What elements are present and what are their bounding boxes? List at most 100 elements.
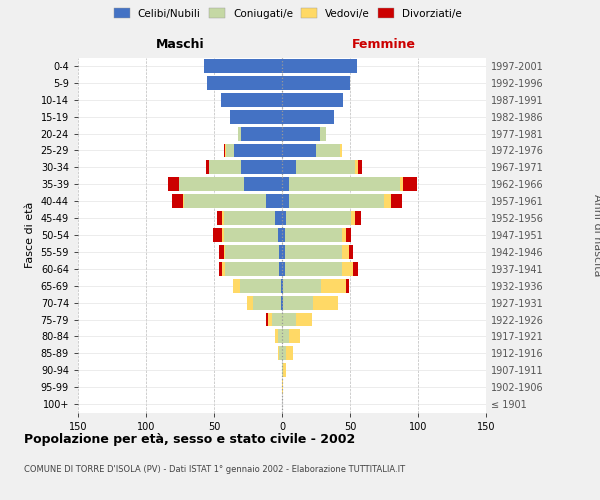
Bar [283, 296, 313, 310]
Bar [282, 178, 289, 191]
Bar [403, 178, 416, 191]
Bar [226, 144, 235, 158]
Bar [282, 380, 283, 394]
Bar [289, 330, 299, 344]
Bar [342, 262, 353, 276]
Bar [220, 262, 222, 276]
Bar [346, 228, 352, 242]
Bar [285, 245, 342, 259]
Text: Femmine: Femmine [352, 38, 416, 52]
Bar [285, 262, 342, 276]
Bar [268, 312, 272, 326]
Bar [282, 126, 320, 140]
Bar [275, 330, 278, 344]
Bar [313, 296, 338, 310]
Bar [296, 312, 312, 326]
Bar [266, 312, 268, 326]
Bar [282, 59, 357, 73]
Bar [316, 144, 340, 158]
Bar [282, 364, 283, 377]
Bar [275, 211, 282, 225]
Bar [278, 330, 282, 344]
Bar [282, 110, 334, 124]
Bar [233, 279, 240, 292]
Bar [266, 194, 282, 208]
Bar [247, 296, 253, 310]
Bar [320, 126, 326, 140]
Bar [241, 126, 282, 140]
Bar [244, 178, 282, 191]
Bar [179, 178, 244, 191]
Bar [353, 262, 358, 276]
Bar [217, 211, 222, 225]
Bar [286, 211, 352, 225]
Bar [224, 228, 278, 242]
Bar [342, 228, 346, 242]
Bar [209, 160, 241, 174]
Bar [282, 194, 289, 208]
Bar [283, 279, 322, 292]
Bar [400, 178, 403, 191]
Bar [282, 76, 350, 90]
Bar [286, 346, 293, 360]
Bar [282, 346, 286, 360]
Bar [282, 93, 343, 106]
Bar [355, 160, 358, 174]
Bar [282, 160, 296, 174]
Bar [235, 144, 282, 158]
Bar [206, 160, 209, 174]
Bar [241, 160, 282, 174]
Bar [253, 296, 281, 310]
Bar [205, 59, 282, 73]
Bar [346, 279, 349, 292]
Bar [279, 245, 282, 259]
Bar [391, 194, 401, 208]
Text: Popolazione per età, sesso e stato civile - 2002: Popolazione per età, sesso e stato civil… [24, 432, 355, 446]
Bar [279, 262, 282, 276]
Bar [207, 76, 282, 90]
Bar [384, 194, 391, 208]
Text: Maschi: Maschi [155, 38, 205, 52]
Bar [238, 126, 241, 140]
Bar [224, 144, 225, 158]
Bar [222, 211, 224, 225]
Bar [282, 279, 283, 292]
Bar [282, 144, 316, 158]
Bar [322, 279, 346, 292]
Bar [358, 160, 362, 174]
Bar [278, 346, 279, 360]
Bar [278, 228, 282, 242]
Bar [168, 178, 179, 191]
Bar [184, 194, 266, 208]
Bar [225, 262, 279, 276]
Bar [212, 228, 222, 242]
Bar [285, 228, 342, 242]
Bar [282, 211, 286, 225]
Bar [240, 279, 281, 292]
Y-axis label: Anni di nascita: Anni di nascita [592, 194, 600, 276]
Bar [282, 330, 289, 344]
Bar [172, 194, 183, 208]
Bar [282, 296, 283, 310]
Bar [349, 245, 353, 259]
Y-axis label: Fasce di età: Fasce di età [25, 202, 35, 268]
Bar [283, 364, 286, 377]
Bar [272, 312, 282, 326]
Bar [183, 194, 184, 208]
Bar [222, 262, 225, 276]
Bar [220, 245, 224, 259]
Bar [225, 245, 279, 259]
Bar [225, 144, 226, 158]
Bar [224, 245, 225, 259]
Bar [224, 211, 275, 225]
Bar [230, 110, 282, 124]
Bar [282, 245, 285, 259]
Bar [279, 346, 282, 360]
Bar [282, 228, 285, 242]
Bar [289, 194, 384, 208]
Bar [282, 312, 296, 326]
Bar [289, 178, 400, 191]
Bar [296, 160, 355, 174]
Text: COMUNE DI TORRE D'ISOLA (PV) - Dati ISTAT 1° gennaio 2002 - Elaborazione TUTTITA: COMUNE DI TORRE D'ISOLA (PV) - Dati ISTA… [24, 465, 405, 474]
Bar [342, 245, 349, 259]
